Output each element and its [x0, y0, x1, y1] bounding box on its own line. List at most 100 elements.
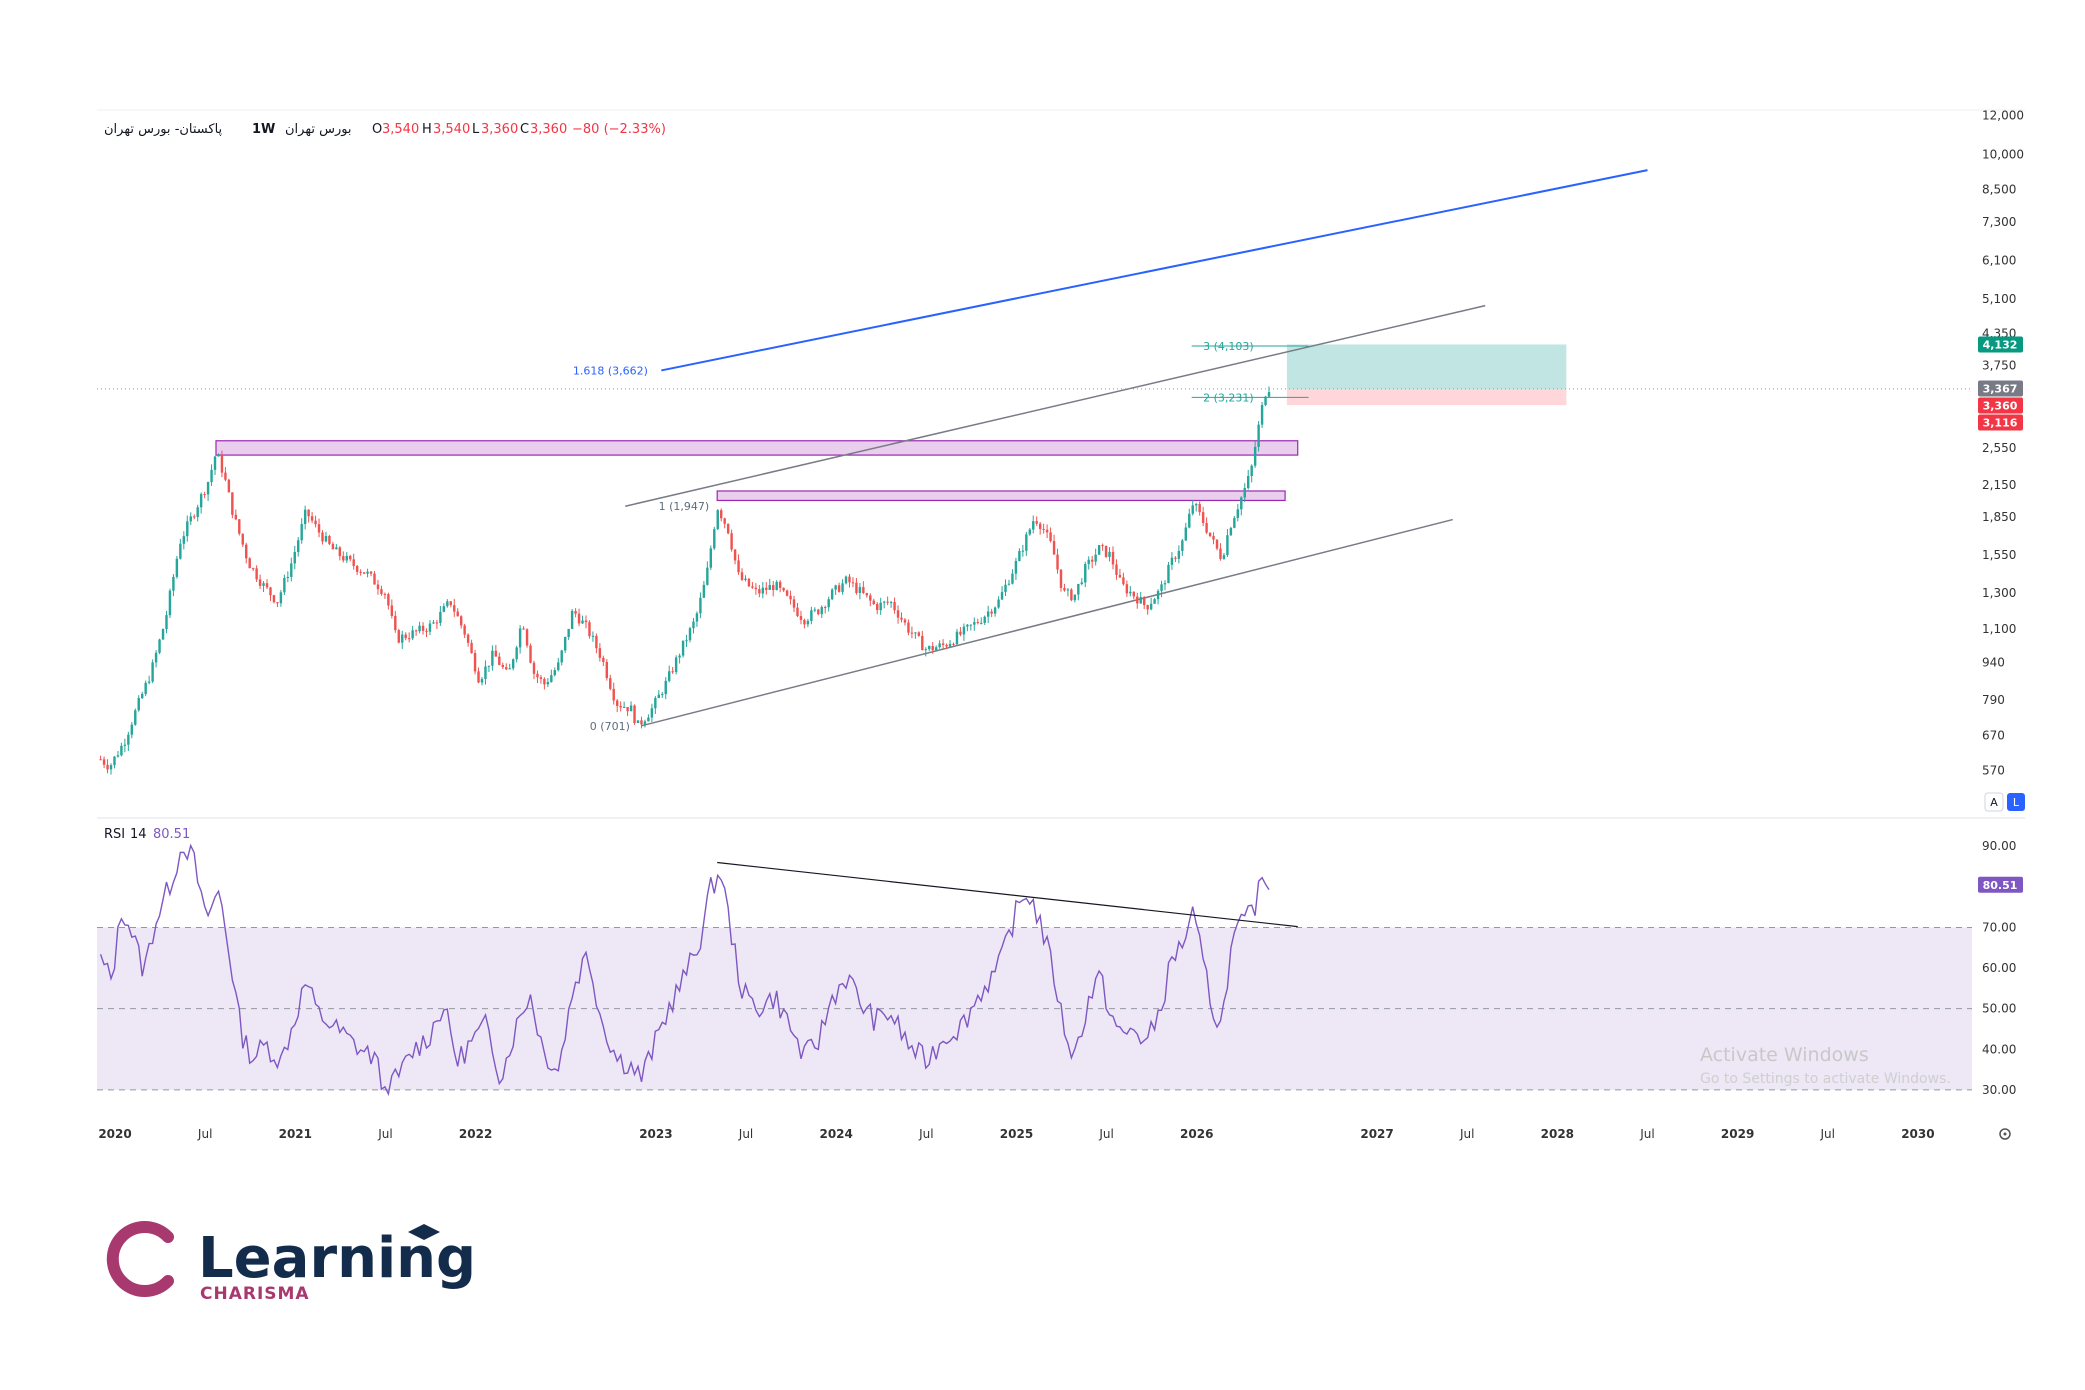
candle — [120, 742, 123, 757]
candle-body — [993, 607, 997, 614]
candle — [685, 634, 688, 648]
candle — [626, 706, 629, 717]
candle — [265, 579, 269, 590]
candle — [1014, 557, 1018, 580]
candle — [345, 552, 348, 564]
price-badge: 3,360 — [1978, 397, 2023, 414]
candle-body — [272, 595, 276, 603]
candle-body — [609, 678, 612, 689]
candle — [193, 514, 196, 520]
candle-body — [251, 568, 255, 570]
candle-body — [924, 649, 927, 651]
fib-labels-layer: 0 (701) 1 (1,947) 1.618 (3,662) 2 (3,231) 3 … — [573, 340, 1254, 733]
candle-body — [262, 583, 265, 586]
candle-body — [158, 639, 161, 653]
scale-buttons[interactable]: A L — [1984, 792, 2025, 812]
rsi-last-value: 80.51 — [153, 827, 190, 842]
candle-body — [1205, 522, 1208, 533]
candle-body — [113, 756, 116, 766]
candle — [1000, 586, 1004, 601]
candle — [199, 492, 203, 514]
candle — [508, 663, 511, 670]
candle-body — [907, 622, 910, 633]
candle-body — [480, 678, 484, 683]
candle-body — [1212, 536, 1215, 540]
candle — [609, 674, 612, 691]
price-badge-box — [1978, 414, 2023, 431]
candle — [217, 453, 220, 457]
candle-body — [577, 613, 581, 624]
candle-body — [730, 533, 733, 550]
candle-body — [674, 657, 678, 672]
candle — [1264, 395, 1267, 407]
candle — [1170, 551, 1174, 570]
blue-trendline[interactable] — [661, 169, 1648, 372]
candle-body — [265, 583, 269, 588]
auto-scale-button[interactable] — [1984, 792, 2004, 812]
candle-body — [283, 577, 286, 593]
candle — [633, 704, 636, 725]
candle — [501, 662, 505, 670]
price-tick-label: 6,100 — [1982, 254, 2016, 268]
symbol-legend[interactable]: پاکستان- بورس تهران 1W بورس تهران O 3,54… — [104, 122, 666, 137]
channel-upper-line[interactable] — [625, 304, 1486, 507]
candle-body — [546, 681, 550, 685]
price-tick-label: 1,550 — [1982, 548, 2016, 562]
candle-body — [394, 615, 397, 631]
candle-body — [761, 587, 765, 594]
candle-body — [459, 616, 463, 626]
candle-body — [1174, 557, 1177, 559]
candle-body — [491, 650, 494, 666]
candle-body — [983, 616, 986, 623]
candle-body — [1177, 550, 1181, 559]
log-scale-button[interactable] — [2007, 793, 2025, 811]
gear-icon[interactable] — [1999, 1128, 2011, 1140]
candle-body — [1188, 513, 1191, 528]
price-badge-label: 3,116 — [1983, 416, 2018, 429]
candle-body — [1146, 605, 1149, 610]
candle — [151, 659, 154, 684]
candle — [442, 603, 446, 613]
candle-body — [1032, 521, 1035, 530]
time-tick-label: Jul — [918, 1127, 933, 1141]
candle — [539, 674, 543, 684]
candle-body — [778, 581, 782, 588]
candle — [376, 579, 380, 595]
rsi-line[interactable] — [99, 843, 1270, 1097]
candle-body — [820, 607, 823, 615]
candle — [1149, 597, 1153, 611]
candle — [1136, 592, 1139, 609]
interval-label: 1W — [252, 122, 275, 137]
price-axis[interactable]: 12,00010,0008,5007,3006,1005,1004,3503,7… — [1982, 108, 2024, 777]
resistance-zone-2 — [716, 490, 1286, 502]
candle — [231, 492, 234, 519]
candle — [1108, 547, 1111, 562]
candle — [477, 667, 480, 684]
candle — [1021, 544, 1025, 557]
channel-lower-line[interactable] — [641, 518, 1453, 727]
rsi-legend[interactable]: RSI 14 80.51 — [104, 827, 190, 842]
candle-body — [765, 587, 768, 590]
time-axis[interactable]: 2020 Jul 2021 Jul 2022 2023 Jul 2024 Jul 2025 Jul 2… — [98, 1127, 1934, 1141]
candle — [387, 592, 390, 610]
candle — [168, 588, 172, 618]
candle-body — [584, 620, 588, 623]
candle — [1257, 421, 1260, 452]
candle — [245, 542, 248, 564]
candle-body — [286, 576, 290, 578]
candle — [300, 518, 303, 544]
candle — [914, 632, 917, 639]
candle — [1080, 578, 1084, 586]
candle-body — [338, 547, 342, 557]
candle — [567, 628, 570, 640]
candle — [733, 549, 737, 565]
candle — [713, 526, 716, 550]
candle-body — [990, 611, 993, 614]
graduation-cap-icon — [408, 1224, 440, 1240]
candle-body — [1156, 590, 1160, 600]
change-value: −80 (−2.33%) — [572, 122, 666, 137]
candle — [203, 491, 206, 499]
candle-body — [980, 622, 983, 624]
rsi-trendline[interactable] — [717, 861, 1298, 928]
